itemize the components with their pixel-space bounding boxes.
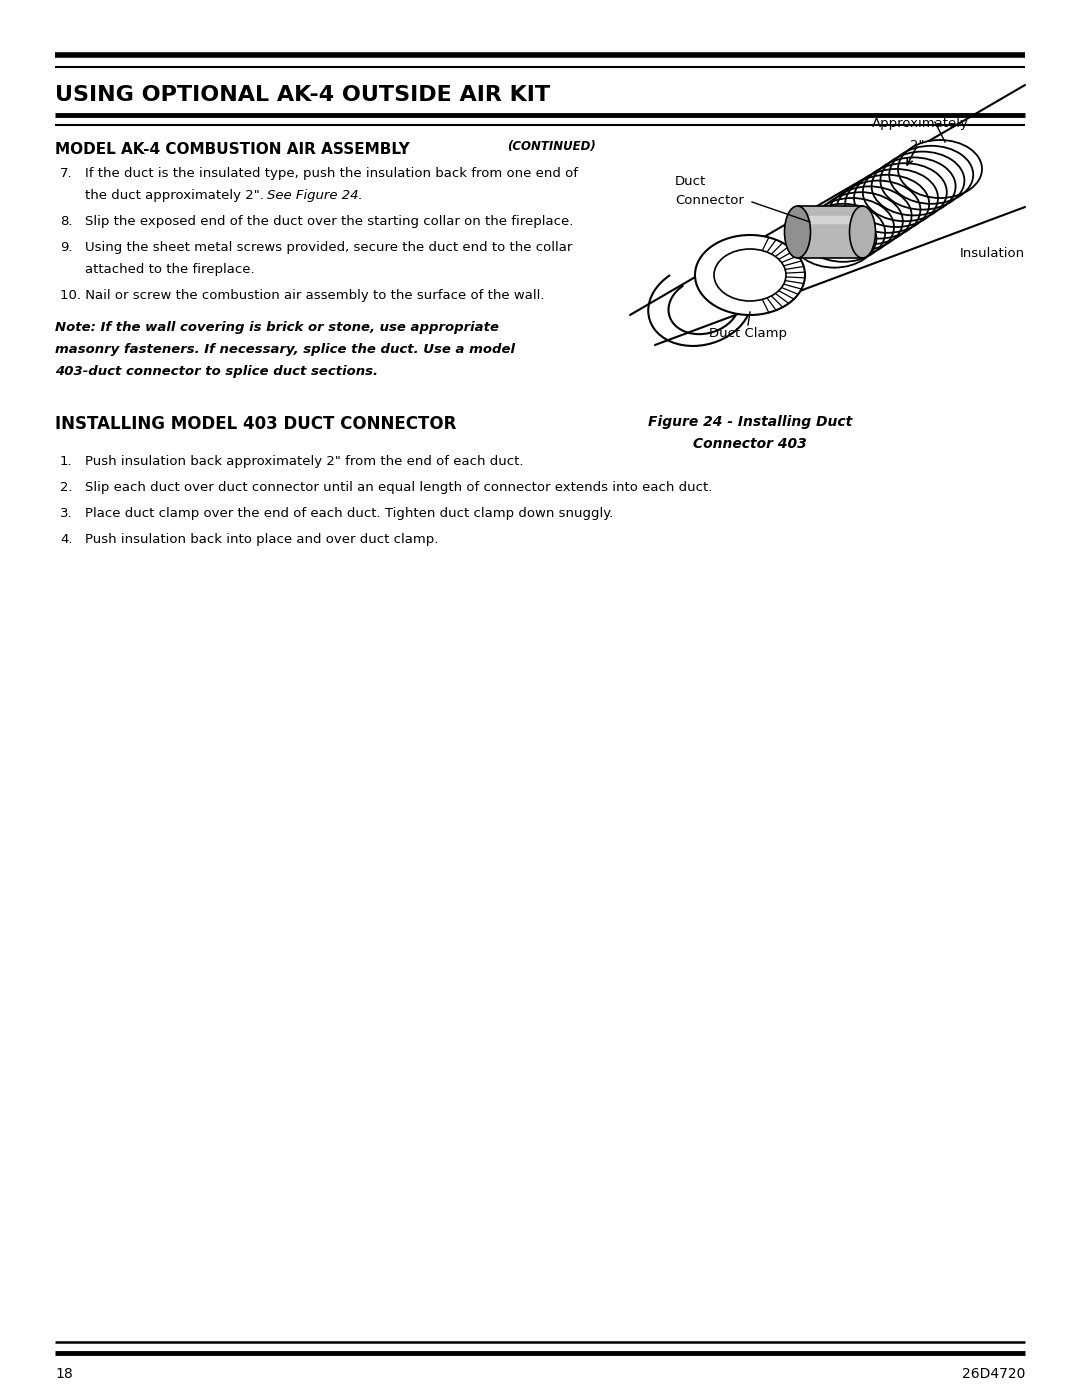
Text: Figure 24 - Installing Duct: Figure 24 - Installing Duct (648, 415, 852, 429)
Text: Duct: Duct (675, 175, 706, 189)
Text: MODEL AK-4 COMBUSTION AIR ASSEMBLY: MODEL AK-4 COMBUSTION AIR ASSEMBLY (55, 142, 409, 156)
Text: 7.: 7. (60, 168, 72, 180)
Text: Connector 403: Connector 403 (693, 437, 807, 451)
Ellipse shape (827, 186, 912, 244)
Text: Push insulation back into place and over duct clamp.: Push insulation back into place and over… (85, 534, 438, 546)
Text: the duct approximately 2".: the duct approximately 2". (85, 189, 272, 203)
Text: 26D4720: 26D4720 (961, 1368, 1025, 1382)
Text: If the duct is the insulated type, push the insulation back from one end of: If the duct is the insulated type, push … (85, 168, 578, 180)
Text: 3.: 3. (60, 507, 72, 520)
Text: Slip the exposed end of the duct over the starting collar on the fireplace.: Slip the exposed end of the duct over th… (85, 215, 573, 228)
Ellipse shape (696, 235, 805, 314)
Text: Place duct clamp over the end of each duct. Tighten duct clamp down snuggly.: Place duct clamp over the end of each du… (85, 507, 613, 520)
Text: USING OPTIONAL AK-4 OUTSIDE AIR KIT: USING OPTIONAL AK-4 OUTSIDE AIR KIT (55, 85, 550, 105)
Ellipse shape (854, 169, 939, 226)
Text: Push insulation back approximately 2" from the end of each duct.: Push insulation back approximately 2" fr… (85, 455, 524, 468)
Text: Connector: Connector (675, 194, 744, 207)
Text: Duct Clamp: Duct Clamp (708, 327, 787, 339)
Text: 18: 18 (55, 1368, 72, 1382)
Text: 4.: 4. (60, 534, 72, 546)
Text: 2.: 2. (60, 481, 72, 495)
Text: Insulation: Insulation (960, 247, 1025, 260)
Ellipse shape (863, 163, 947, 221)
Ellipse shape (850, 205, 876, 258)
Text: See Figure 24.: See Figure 24. (267, 189, 363, 203)
Ellipse shape (889, 145, 973, 204)
Text: 9.: 9. (60, 242, 72, 254)
Text: masonry fasteners. If necessary, splice the duct. Use a model: masonry fasteners. If necessary, splice … (55, 344, 515, 356)
Text: 1.: 1. (60, 455, 72, 468)
Bar (797, 205, 863, 258)
Ellipse shape (793, 210, 876, 268)
Text: Slip each duct over duct connector until an equal length of connector extends in: Slip each duct over duct connector until… (85, 481, 713, 495)
Ellipse shape (880, 152, 964, 210)
Text: Note: If the wall covering is brick or stone, use appropriate: Note: If the wall covering is brick or s… (55, 321, 499, 334)
Text: INSTALLING MODEL 403 DUCT CONNECTOR: INSTALLING MODEL 403 DUCT CONNECTOR (55, 415, 457, 433)
Ellipse shape (897, 140, 982, 198)
Ellipse shape (801, 204, 886, 261)
Ellipse shape (872, 158, 956, 215)
Text: attached to the fireplace.: attached to the fireplace. (85, 263, 255, 277)
Text: 2": 2" (910, 138, 924, 152)
Ellipse shape (846, 175, 929, 233)
Ellipse shape (810, 198, 894, 256)
Text: Approximately: Approximately (872, 117, 969, 130)
Text: Using the sheet metal screws provided, secure the duct end to the collar: Using the sheet metal screws provided, s… (85, 242, 572, 254)
Text: (CONTINUED): (CONTINUED) (507, 140, 596, 154)
Ellipse shape (784, 205, 810, 258)
Text: 10. Nail or screw the combustion air assembly to the surface of the wall.: 10. Nail or screw the combustion air ass… (60, 289, 544, 302)
Ellipse shape (714, 249, 786, 300)
Ellipse shape (836, 180, 920, 239)
Ellipse shape (819, 193, 903, 250)
Text: 403-duct connector to splice duct sections.: 403-duct connector to splice duct sectio… (55, 365, 378, 379)
Text: 8.: 8. (60, 215, 72, 228)
